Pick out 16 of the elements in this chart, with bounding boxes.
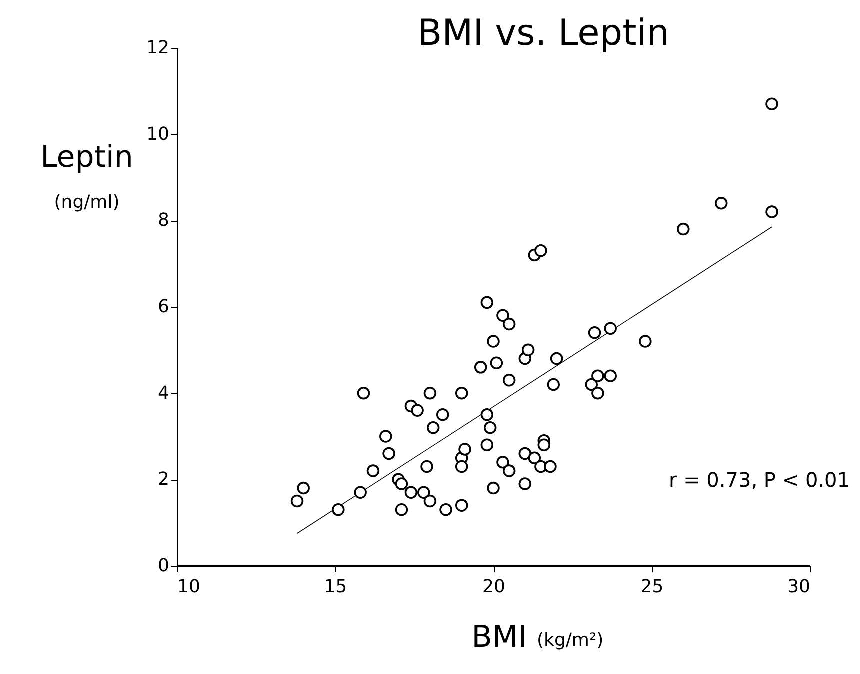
y-axis-title: Leptin (ng/ml) xyxy=(40,140,134,213)
x-tick-label: 10 xyxy=(178,576,200,598)
x-tick-label: 20 xyxy=(482,576,506,598)
y-tick-label: 2 xyxy=(158,469,170,490)
y-tick-label: 8 xyxy=(158,210,170,232)
y-tick-label: 4 xyxy=(158,382,170,404)
y-tick-label: 6 xyxy=(158,296,170,318)
chart-title: BMI vs. Leptin xyxy=(417,13,670,54)
x-tick-label: 25 xyxy=(640,576,664,598)
annotation: r = 0.73, P < 0.01 xyxy=(668,468,850,492)
x-tick-label: 15 xyxy=(324,576,348,598)
y-tick-label: 12 xyxy=(146,38,170,58)
y-tick-label: 0 xyxy=(158,556,170,576)
y-tick-label: 10 xyxy=(146,124,170,145)
x-tick-label: 30 xyxy=(788,576,810,598)
x-axis-title: BMI (kg/m²) xyxy=(472,620,604,655)
